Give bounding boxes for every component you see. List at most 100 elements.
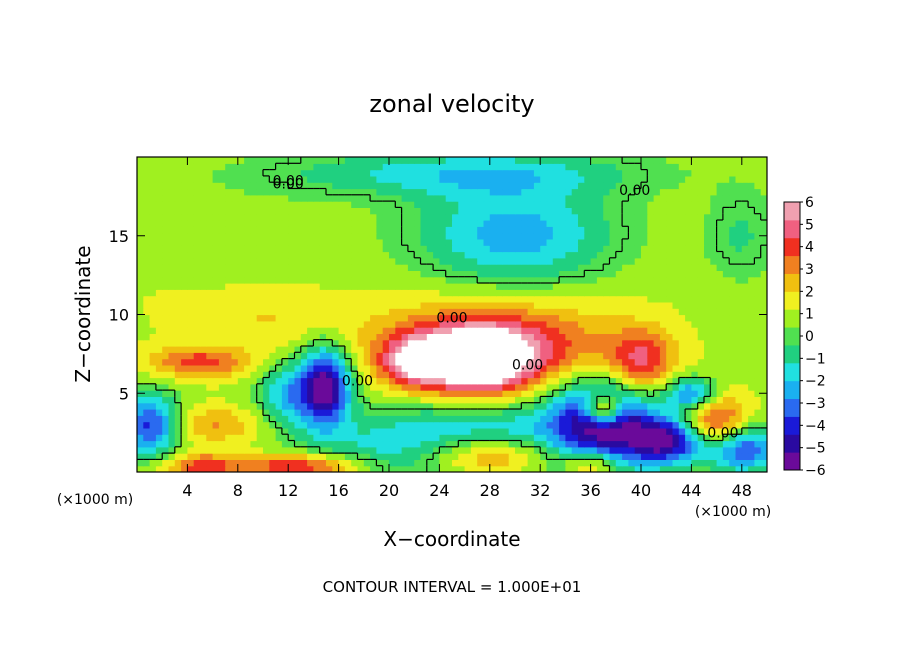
field-cell	[155, 371, 163, 379]
field-cell	[445, 427, 453, 435]
field-cell	[540, 421, 548, 429]
field-cell	[710, 301, 718, 309]
field-cell	[546, 415, 554, 423]
field-cell	[578, 301, 585, 309]
field-cell	[590, 232, 598, 240]
field-cell	[659, 201, 667, 208]
field-cell	[634, 175, 642, 183]
field-cell	[722, 440, 730, 448]
field-cell	[420, 358, 428, 366]
field-cell	[263, 232, 270, 240]
field-cell	[729, 327, 737, 334]
field-cell	[678, 238, 686, 246]
field-cell	[578, 213, 585, 221]
field-cell	[319, 396, 327, 404]
field-cell	[263, 453, 270, 460]
field-cell	[565, 194, 573, 202]
field-cell	[174, 390, 182, 397]
field-cell	[710, 402, 718, 410]
field-cell	[250, 245, 258, 253]
field-cell	[181, 289, 188, 297]
field-cell	[137, 427, 144, 435]
field-cell	[357, 427, 365, 435]
field-cell	[735, 220, 743, 227]
field-cell	[294, 314, 302, 322]
field-cell	[685, 220, 692, 227]
field-cell	[269, 427, 277, 435]
field-cell	[288, 188, 296, 196]
field-cell	[685, 270, 692, 278]
field-cell	[496, 333, 503, 341]
field-cell	[653, 220, 661, 227]
field-cell	[546, 427, 554, 435]
field-cell	[533, 371, 541, 379]
field-cell	[269, 157, 277, 164]
field-cell	[206, 169, 214, 177]
field-cell	[319, 251, 327, 259]
field-cell	[414, 465, 422, 472]
field-cell	[590, 346, 598, 353]
field-cell	[496, 415, 503, 423]
field-cell	[634, 289, 642, 297]
field-cell	[641, 283, 648, 290]
field-cell	[521, 465, 529, 472]
field-cell	[470, 201, 478, 208]
field-cell	[578, 169, 585, 177]
field-cell	[420, 169, 428, 177]
field-cell	[344, 169, 352, 177]
field-cell	[685, 446, 692, 454]
field-cell	[729, 157, 737, 164]
field-cell	[634, 358, 642, 366]
field-cell	[483, 333, 491, 341]
field-cell	[168, 465, 176, 472]
field-cell	[407, 276, 415, 284]
field-cell	[603, 194, 611, 202]
field-cell	[376, 232, 384, 240]
field-cell	[281, 188, 289, 196]
field-cell	[288, 226, 296, 234]
field-cell	[729, 295, 737, 303]
field-cell	[357, 371, 365, 379]
field-cell	[307, 339, 314, 347]
field-cell	[653, 371, 661, 379]
field-cell	[452, 207, 459, 215]
field-cell	[370, 276, 377, 284]
field-cell	[338, 339, 346, 347]
field-cell	[263, 207, 270, 215]
field-cell	[231, 188, 239, 196]
field-cell	[414, 339, 422, 347]
field-cell	[754, 415, 762, 423]
field-cell	[578, 409, 585, 416]
field-cell	[370, 440, 377, 448]
field-cell	[578, 339, 585, 347]
field-cell	[212, 213, 220, 221]
field-cell	[357, 232, 365, 240]
field-cell	[414, 434, 422, 442]
field-cell	[641, 320, 648, 328]
field-cell	[351, 264, 359, 271]
field-cell	[533, 238, 541, 246]
field-cell	[225, 421, 233, 429]
field-cell	[609, 194, 617, 202]
field-cell	[193, 264, 201, 271]
field-cell	[559, 371, 566, 379]
field-cell	[307, 453, 314, 460]
field-cell	[590, 352, 598, 360]
field-cell	[187, 207, 195, 215]
field-cell	[458, 415, 466, 423]
field-cell	[452, 453, 459, 460]
field-cell	[218, 371, 226, 379]
field-cell	[470, 421, 478, 429]
field-cell	[628, 194, 636, 202]
field-cell	[344, 226, 352, 234]
field-cell	[433, 409, 440, 416]
field-cell	[149, 289, 157, 297]
field-cell	[470, 182, 478, 190]
field-cell	[168, 409, 176, 416]
field-cell	[281, 175, 289, 183]
field-cell	[521, 421, 529, 429]
field-cell	[225, 402, 233, 410]
field-cell	[565, 339, 573, 347]
field-cell	[313, 232, 321, 240]
field-cell	[338, 270, 346, 278]
